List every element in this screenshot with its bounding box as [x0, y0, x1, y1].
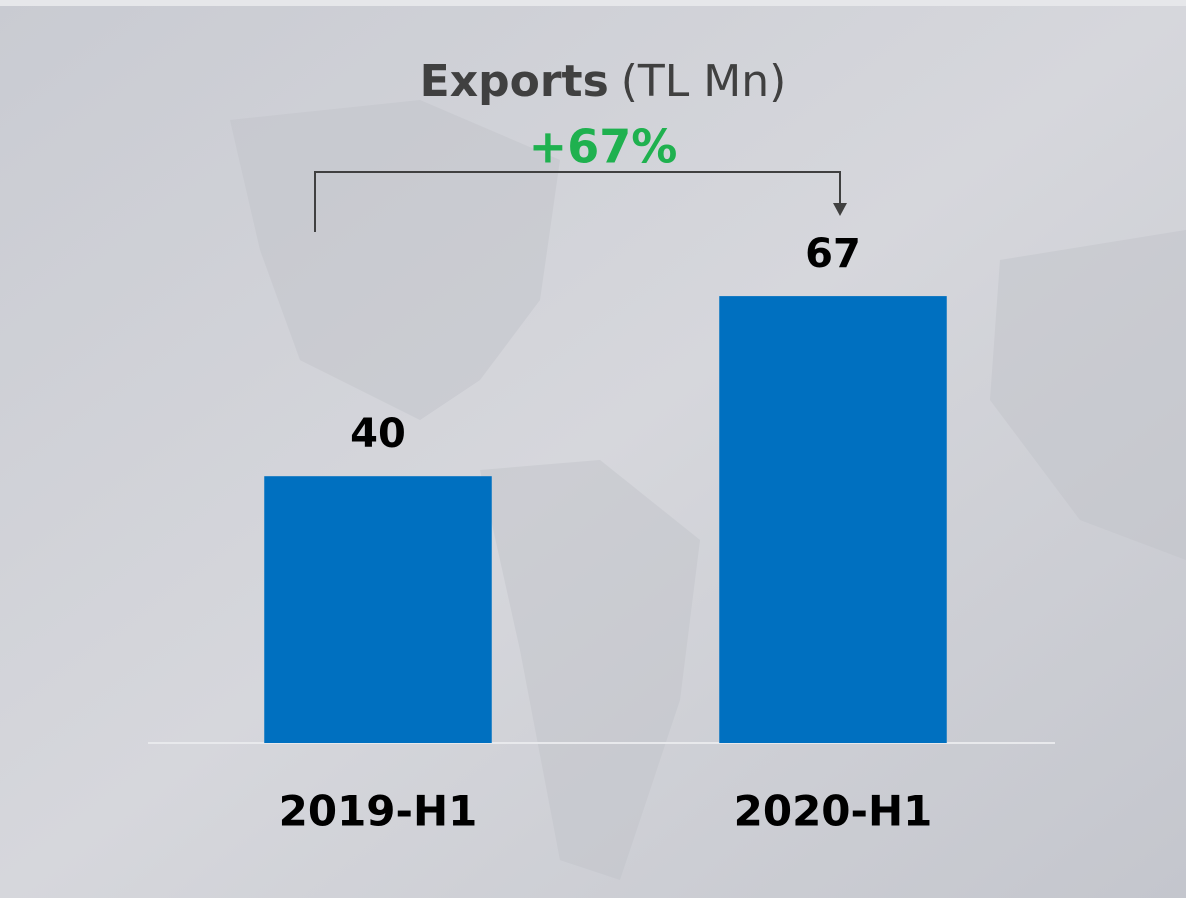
- bar: [719, 296, 947, 743]
- map-shape: [990, 230, 1186, 560]
- bracket-arrow: [314, 171, 841, 232]
- map-shape: [230, 100, 560, 420]
- bar: [264, 476, 492, 743]
- value-label: 40: [350, 411, 406, 457]
- map-shape: [480, 460, 700, 880]
- value-label: 67: [805, 231, 861, 277]
- title-main: Exports: [420, 56, 609, 107]
- arrow-head: [833, 203, 847, 216]
- x-tick-label: 2020-H1: [734, 787, 933, 836]
- growth-annotation: +67%: [529, 120, 678, 174]
- title-unit: (TL Mn): [621, 56, 787, 107]
- x-tick-label: 2019-H1: [279, 787, 478, 836]
- chart-title: Exports (TL Mn): [420, 56, 787, 107]
- top-border: [0, 0, 1186, 6]
